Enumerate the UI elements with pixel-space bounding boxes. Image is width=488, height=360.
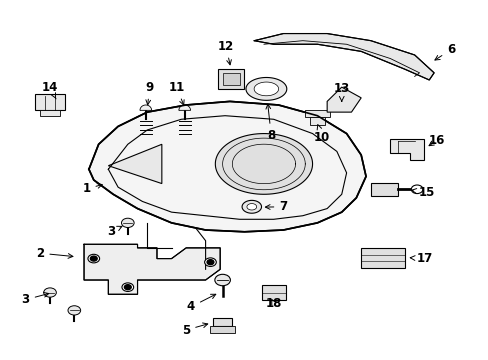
Polygon shape bbox=[326, 87, 361, 112]
Polygon shape bbox=[89, 102, 366, 232]
Text: 6: 6 bbox=[434, 43, 454, 60]
Text: 2: 2 bbox=[36, 247, 73, 260]
Text: 3: 3 bbox=[21, 292, 49, 306]
Polygon shape bbox=[108, 144, 162, 184]
Polygon shape bbox=[245, 77, 286, 100]
Text: 18: 18 bbox=[265, 297, 281, 310]
Bar bbox=[35, 94, 64, 111]
Circle shape bbox=[214, 274, 230, 286]
Bar bbox=[40, 110, 60, 116]
Text: 1: 1 bbox=[82, 183, 102, 195]
Circle shape bbox=[90, 256, 97, 261]
Text: 8: 8 bbox=[265, 104, 275, 142]
Polygon shape bbox=[246, 203, 256, 210]
Bar bbox=[361, 248, 404, 267]
Polygon shape bbox=[254, 82, 278, 96]
Bar bbox=[222, 73, 239, 85]
Circle shape bbox=[121, 218, 134, 228]
Text: 12: 12 bbox=[218, 40, 234, 65]
Text: 3: 3 bbox=[106, 225, 122, 238]
Text: 9: 9 bbox=[145, 81, 154, 105]
Polygon shape bbox=[84, 244, 220, 294]
Polygon shape bbox=[370, 183, 397, 196]
Circle shape bbox=[204, 258, 216, 266]
Polygon shape bbox=[140, 105, 151, 111]
Circle shape bbox=[88, 254, 100, 263]
Polygon shape bbox=[242, 201, 261, 213]
Text: 5: 5 bbox=[182, 323, 207, 337]
Polygon shape bbox=[215, 134, 312, 194]
Circle shape bbox=[43, 288, 56, 297]
Polygon shape bbox=[389, 139, 424, 160]
Circle shape bbox=[122, 283, 133, 292]
Circle shape bbox=[68, 306, 81, 315]
Bar bbox=[212, 318, 232, 327]
Circle shape bbox=[206, 260, 213, 265]
Circle shape bbox=[124, 285, 131, 290]
Text: 16: 16 bbox=[427, 134, 444, 147]
Polygon shape bbox=[309, 117, 324, 125]
Polygon shape bbox=[305, 111, 329, 117]
Bar bbox=[261, 285, 285, 300]
Text: 13: 13 bbox=[333, 82, 349, 101]
Text: 17: 17 bbox=[409, 252, 432, 265]
Text: 7: 7 bbox=[265, 200, 287, 213]
Text: 14: 14 bbox=[42, 81, 58, 99]
Bar bbox=[217, 69, 244, 89]
Polygon shape bbox=[179, 105, 190, 111]
Text: 10: 10 bbox=[313, 125, 330, 144]
Text: 4: 4 bbox=[186, 294, 215, 313]
Circle shape bbox=[410, 185, 422, 194]
Polygon shape bbox=[254, 33, 433, 80]
Text: 11: 11 bbox=[168, 81, 184, 105]
Text: 15: 15 bbox=[411, 186, 434, 199]
Bar bbox=[210, 327, 234, 333]
